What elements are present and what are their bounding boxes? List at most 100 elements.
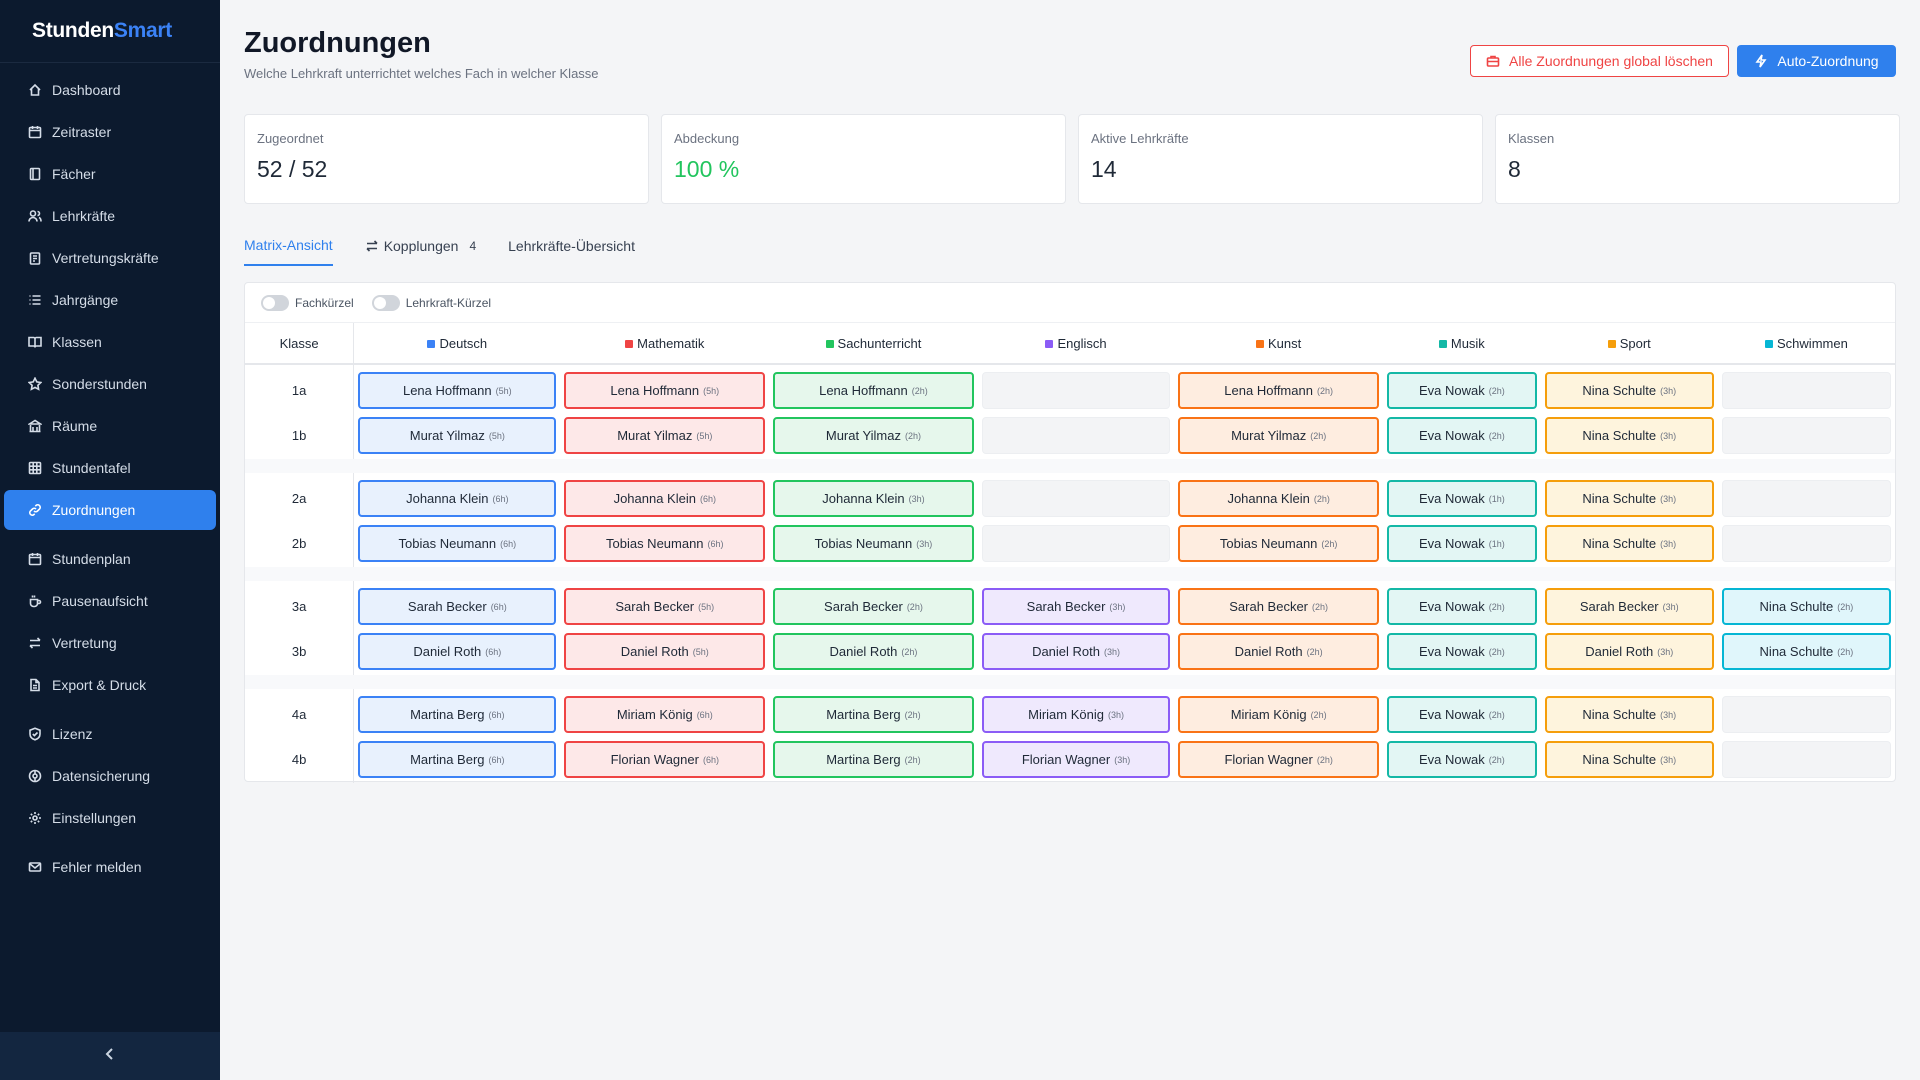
empty-assignment-cell[interactable] xyxy=(981,417,1171,454)
assignment-cell[interactable]: Daniel Roth (2h) xyxy=(773,633,974,670)
tab-teacher-overview[interactable]: Lehrkräfte-Übersicht xyxy=(508,226,635,266)
assignment-cell[interactable]: Murat Yilmaz (2h) xyxy=(1178,417,1379,454)
assignment-cell[interactable]: Murat Yilmaz (2h) xyxy=(773,417,974,454)
assignment-cell[interactable]: Eva Nowak (1h) xyxy=(1386,525,1537,562)
toggle-teacher-short[interactable]: Lehrkraft-Kürzel xyxy=(371,294,491,311)
empty-assignment-cell[interactable] xyxy=(1721,417,1891,454)
sidebar-item-fächer[interactable]: Fächer xyxy=(4,154,216,194)
assignment-cell[interactable]: Lena Hoffmann (2h) xyxy=(1178,372,1379,409)
assignment-cell[interactable]: Tobias Neumann (3h) xyxy=(773,525,974,562)
assignment-cell[interactable]: Sarah Becker (2h) xyxy=(773,588,974,625)
assignment-cell[interactable]: Tobias Neumann (2h) xyxy=(1178,525,1379,562)
auto-assign-button[interactable]: Auto-Zuordnung xyxy=(1737,45,1896,77)
assignment-cell[interactable]: Lena Hoffmann (5h) xyxy=(358,372,557,409)
sidebar-item-pausenaufsicht[interactable]: Pausenaufsicht xyxy=(4,581,216,621)
assignment-cell[interactable]: Sarah Becker (3h) xyxy=(1544,588,1714,625)
teacher-name: Johanna Klein xyxy=(1227,491,1310,506)
delete-all-assignments-button[interactable]: Alle Zuordnungen global löschen xyxy=(1470,45,1729,77)
tab-matrix-view[interactable]: Matrix-Ansicht xyxy=(244,226,333,266)
sidebar-item-klassen[interactable]: Klassen xyxy=(4,322,216,362)
assignment-cell[interactable]: Nina Schulte (2h) xyxy=(1721,588,1891,625)
assignment-cell[interactable]: Florian Wagner (2h) xyxy=(1178,741,1379,778)
assignment-cell[interactable]: Miriam König (6h) xyxy=(564,696,766,733)
empty-assignment-cell[interactable] xyxy=(1721,480,1891,517)
sidebar-item-zeitraster[interactable]: Zeitraster xyxy=(4,112,216,152)
sidebar-item-datensicherung[interactable]: Datensicherung xyxy=(4,756,216,796)
assignment-cell[interactable]: Tobias Neumann (6h) xyxy=(358,525,557,562)
assignment-cell[interactable]: Johanna Klein (6h) xyxy=(564,480,766,517)
assignment-cell[interactable]: Murat Yilmaz (5h) xyxy=(358,417,557,454)
sidebar-item-lehrkräfte[interactable]: Lehrkräfte xyxy=(4,196,216,236)
tab-couplings[interactable]: Kopplungen 4 xyxy=(365,226,476,266)
assignment-cell[interactable]: Daniel Roth (6h) xyxy=(358,633,557,670)
assignment-cell[interactable]: Sarah Becker (3h) xyxy=(981,588,1171,625)
assignment-cell[interactable]: Johanna Klein (2h) xyxy=(1178,480,1379,517)
assignment-cell[interactable]: Florian Wagner (3h) xyxy=(981,741,1171,778)
sidebar-item-sonderstunden[interactable]: Sonderstunden xyxy=(4,364,216,404)
empty-assignment-cell[interactable] xyxy=(981,525,1171,562)
assignment-cell[interactable]: Daniel Roth (2h) xyxy=(1178,633,1379,670)
assignment-cell[interactable]: Lena Hoffmann (5h) xyxy=(564,372,766,409)
empty-assignment-cell[interactable] xyxy=(1721,372,1891,409)
assignment-cell[interactable]: Eva Nowak (2h) xyxy=(1386,741,1537,778)
assignment-cell[interactable]: Nina Schulte (3h) xyxy=(1544,417,1714,454)
assignment-cell[interactable]: Nina Schulte (3h) xyxy=(1544,696,1714,733)
assignment-cell[interactable]: Nina Schulte (3h) xyxy=(1544,372,1714,409)
assignment-cell[interactable]: Sarah Becker (2h) xyxy=(1178,588,1379,625)
assignment-cell[interactable]: Eva Nowak (2h) xyxy=(1386,588,1537,625)
matrix-cell-slot: Johanna Klein (6h) xyxy=(354,473,560,520)
assignment-cell[interactable]: Daniel Roth (5h) xyxy=(564,633,766,670)
assignment-cell[interactable]: Johanna Klein (3h) xyxy=(773,480,974,517)
assignment-cell[interactable]: Murat Yilmaz (5h) xyxy=(564,417,766,454)
assignment-cell[interactable]: Eva Nowak (2h) xyxy=(1386,633,1537,670)
assignment-cell[interactable]: Lena Hoffmann (2h) xyxy=(773,372,974,409)
empty-assignment-cell[interactable] xyxy=(1721,696,1891,733)
assignment-cell[interactable]: Sarah Becker (5h) xyxy=(564,588,766,625)
sidebar-item-lizenz[interactable]: Lizenz xyxy=(4,714,216,754)
assignment-cell[interactable]: Florian Wagner (6h) xyxy=(564,741,766,778)
empty-assignment-cell[interactable] xyxy=(1721,741,1891,778)
sidebar-item-stundentafel[interactable]: Stundentafel xyxy=(4,448,216,488)
assignment-cell[interactable]: Tobias Neumann (6h) xyxy=(564,525,766,562)
assignment-cell[interactable]: Eva Nowak (2h) xyxy=(1386,696,1537,733)
sidebar-item-zuordnungen[interactable]: Zuordnungen xyxy=(4,490,216,530)
teacher-name: Murat Yilmaz xyxy=(825,428,901,443)
assignment-cell[interactable]: Nina Schulte (2h) xyxy=(1721,633,1891,670)
sidebar-item-vertretungskräfte[interactable]: Vertretungskräfte xyxy=(4,238,216,278)
matrix-cell-slot: Nina Schulte (2h) xyxy=(1718,628,1895,675)
sidebar-item-einstellungen[interactable]: Einstellungen xyxy=(4,798,216,838)
assignment-cell[interactable]: Johanna Klein (6h) xyxy=(358,480,557,517)
sidebar-item-jahrgänge[interactable]: Jahrgänge xyxy=(4,280,216,320)
toggle-subject-short[interactable]: Fachkürzel xyxy=(261,294,354,311)
assignment-cell[interactable]: Nina Schulte (3h) xyxy=(1544,741,1714,778)
empty-assignment-cell[interactable] xyxy=(981,372,1171,409)
assignment-cell[interactable]: Nina Schulte (3h) xyxy=(1544,480,1714,517)
assignment-cell[interactable]: Sarah Becker (6h) xyxy=(358,588,557,625)
assignment-cell[interactable]: Eva Nowak (2h) xyxy=(1386,372,1537,409)
empty-assignment-cell[interactable] xyxy=(981,480,1171,517)
sidebar-collapse-button[interactable] xyxy=(0,1032,220,1080)
sidebar-item-export-druck[interactable]: Export & Druck xyxy=(4,665,216,705)
matrix-cell-slot: Florian Wagner (2h) xyxy=(1174,736,1383,783)
toggle-switch[interactable] xyxy=(371,294,400,311)
assignment-cell[interactable]: Eva Nowak (1h) xyxy=(1386,480,1537,517)
empty-assignment-cell[interactable] xyxy=(1721,525,1891,562)
assignment-cell[interactable]: Eva Nowak (2h) xyxy=(1386,417,1537,454)
assignment-cell[interactable]: Martina Berg (6h) xyxy=(358,741,557,778)
assignment-cell[interactable]: Martina Berg (2h) xyxy=(773,741,974,778)
assignment-cell[interactable]: Martina Berg (2h) xyxy=(773,696,974,733)
toggle-switch[interactable] xyxy=(261,294,289,311)
assignment-cell[interactable]: Miriam König (3h) xyxy=(981,696,1171,733)
assignment-cell[interactable]: Miriam König (2h) xyxy=(1178,696,1379,733)
sidebar-item-stundenplan[interactable]: Stundenplan xyxy=(4,539,216,579)
assignment-cell[interactable]: Daniel Roth (3h) xyxy=(1544,633,1714,670)
assignment-cell[interactable]: Martina Berg (6h) xyxy=(358,696,557,733)
sidebar-item-dashboard[interactable]: Dashboard xyxy=(4,70,216,110)
sidebar-item-vertretung[interactable]: Vertretung xyxy=(4,623,216,663)
sidebar-item-fehler-melden[interactable]: Fehler melden xyxy=(4,847,216,887)
assignment-cell[interactable]: Nina Schulte (3h) xyxy=(1544,525,1714,562)
teacher-name: Sarah Becker xyxy=(407,599,487,614)
app-logo[interactable]: Stunden Smart xyxy=(0,0,220,63)
assignment-cell[interactable]: Daniel Roth (3h) xyxy=(981,633,1171,670)
sidebar-item-räume[interactable]: Räume xyxy=(4,406,216,446)
